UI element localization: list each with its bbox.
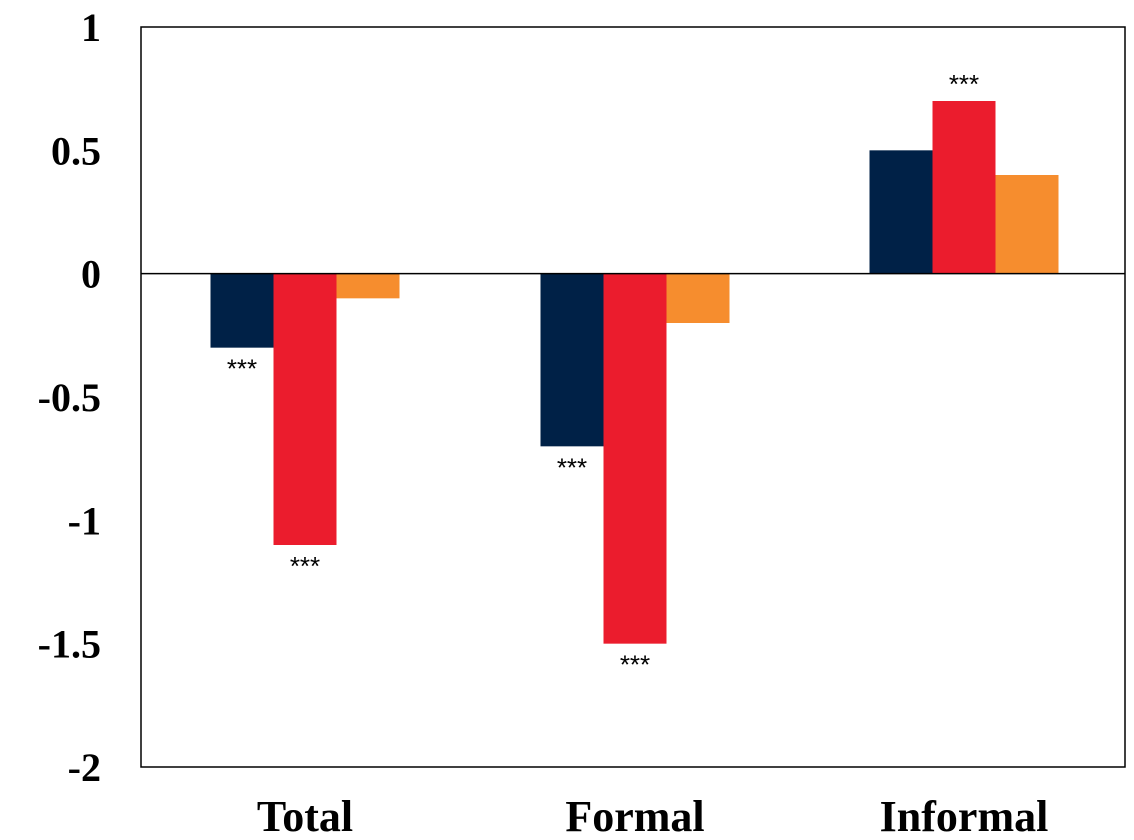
significance-label: *** — [227, 354, 257, 384]
significance-labels: *** *** *** *** *** — [227, 69, 979, 680]
y-tick-label: -2 — [68, 745, 101, 790]
bar-informal-series-3 — [995, 175, 1059, 274]
y-tick-label: 0 — [81, 252, 101, 297]
significance-label: *** — [949, 69, 979, 99]
bars-layer — [210, 101, 1059, 644]
bar-total-series-2 — [273, 273, 337, 545]
x-axis-ticks: Total Formal Informal — [257, 792, 1049, 840]
x-tick-label: Informal — [880, 792, 1049, 835]
significance-label: *** — [290, 551, 320, 581]
bar-informal-series-1 — [869, 150, 933, 274]
bar-total-series-1 — [210, 273, 274, 348]
y-axis-ticks: 1 0.5 0 -0.5 -1 -1.5 -2 — [38, 5, 101, 790]
bar-formal-series-1 — [540, 273, 604, 447]
x-tick-label: Formal — [565, 792, 704, 835]
significance-label: *** — [620, 650, 650, 680]
bar-formal-series-3 — [666, 273, 730, 323]
bar-formal-series-2 — [603, 273, 667, 644]
y-tick-label: -1.5 — [38, 622, 101, 667]
x-tick-label: Total — [257, 792, 353, 835]
plot-frame — [140, 26, 1126, 768]
significance-label: *** — [557, 452, 587, 482]
y-tick-label: 0.5 — [51, 128, 101, 173]
y-tick-label: -0.5 — [38, 375, 101, 420]
bar-total-series-3 — [336, 273, 400, 299]
y-tick-label: -1 — [68, 498, 101, 543]
y-tick-label: 1 — [81, 5, 101, 50]
bar-informal-series-2 — [932, 101, 996, 274]
